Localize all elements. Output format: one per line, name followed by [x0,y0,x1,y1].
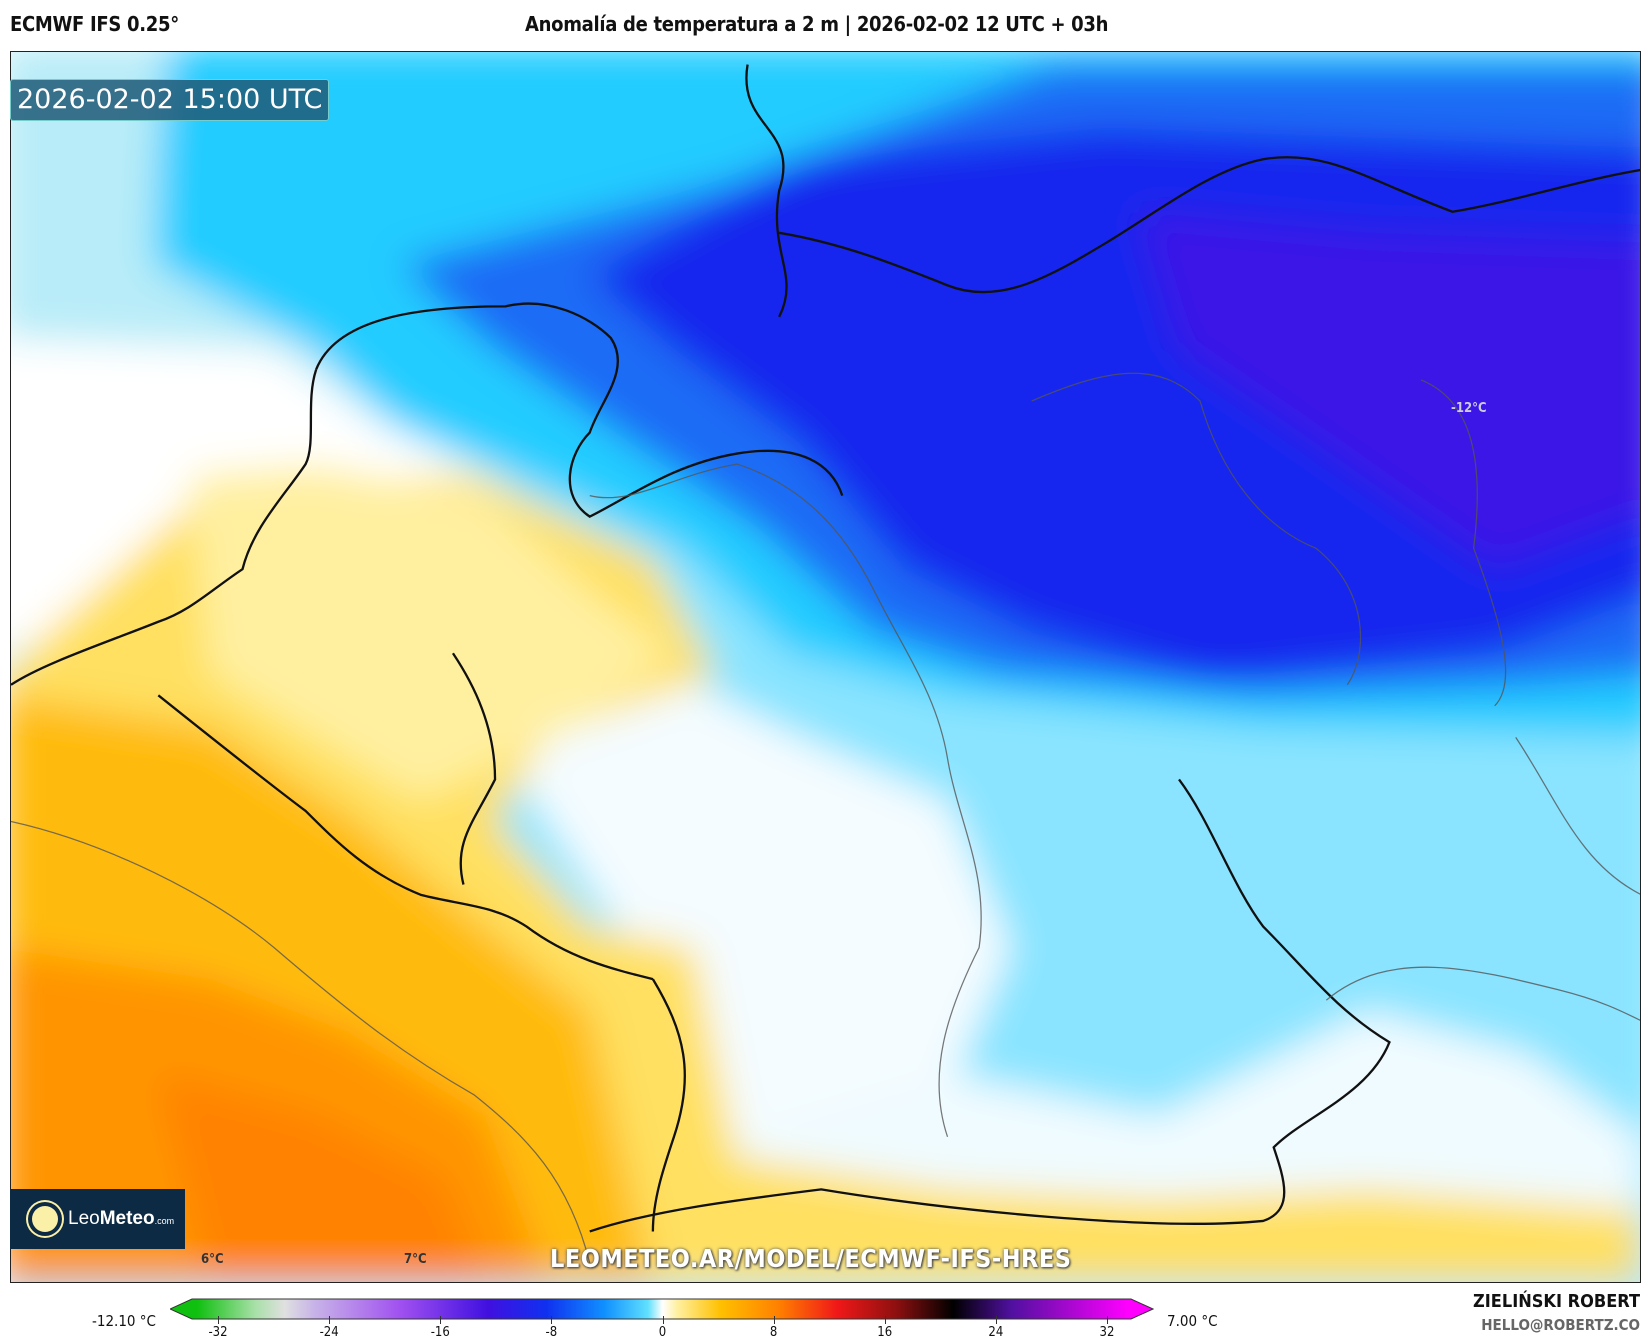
colorbar-tick-label: -16 [430,1325,450,1340]
colorbar-tick-label: 32 [1099,1325,1115,1340]
borders [11,372,1640,1264]
colorbar-tick-label: -8 [545,1325,558,1340]
colorbar-min-label: -12.10 °C [92,1312,156,1330]
value-label-6c: 6°C [201,1252,224,1267]
colorbar-tick-label: -32 [208,1325,228,1340]
field-light-yellow [189,464,674,801]
colorbar-tick [551,1316,553,1324]
colorbar-tick [218,1316,219,1324]
colorbar-tick [440,1316,442,1324]
colorbar-tick-label: 0 [658,1325,667,1340]
logo-com: .com [154,1216,175,1226]
colorbar-tick [995,1316,997,1324]
colorbar-tick-label: -24 [319,1325,339,1340]
colorbar-tick [329,1316,331,1324]
temperature-anomaly-map[interactable]: -12°C 6°C 7°C [10,51,1641,1283]
value-label-7c: 7°C [404,1252,427,1267]
colorbar-tick [662,1316,664,1324]
leometeo-logo[interactable]: LeoMeteo.com [10,1189,185,1249]
field-deeper-orange [158,1073,484,1282]
logo-leo: Leo [68,1208,100,1229]
chart-title: Anomalía de temperatura a 2 m | 2026-02-… [525,12,1109,36]
colorbar-tick [773,1316,775,1324]
colorbar [170,1298,1154,1320]
model-name: ECMWF IFS 0.25° [10,12,179,36]
author-credit: ZIELIŃSKI ROBERT [1473,1291,1640,1312]
coastlines [11,64,1640,1233]
colorbar-tick [1107,1316,1108,1324]
logo-meteo: Meteo [99,1208,155,1229]
colorbar-max-label: 7.00 °C [1167,1312,1218,1330]
min-anomaly-label: -12°C [1451,401,1487,416]
sun-icon [32,1206,58,1232]
field-indigo [1136,211,1640,570]
colorbar-tick-label: 8 [769,1325,778,1340]
colorbar-scale [170,1298,1154,1320]
author-contact[interactable]: HELLO@ROBERTZ.CO [1481,1316,1640,1334]
watermark-url: LEOMETEO.AR/MODEL/ECMWF-IFS-HRES [550,1244,1072,1273]
colorbar-tick-label: 16 [877,1325,893,1340]
valid-time-badge: 2026-02-02 15:00 UTC [10,79,330,121]
field-white-center [484,674,1011,1158]
map-canvas [11,52,1640,1282]
colorbar-tick [884,1316,886,1324]
colorbar-tick-label: 24 [988,1325,1004,1340]
